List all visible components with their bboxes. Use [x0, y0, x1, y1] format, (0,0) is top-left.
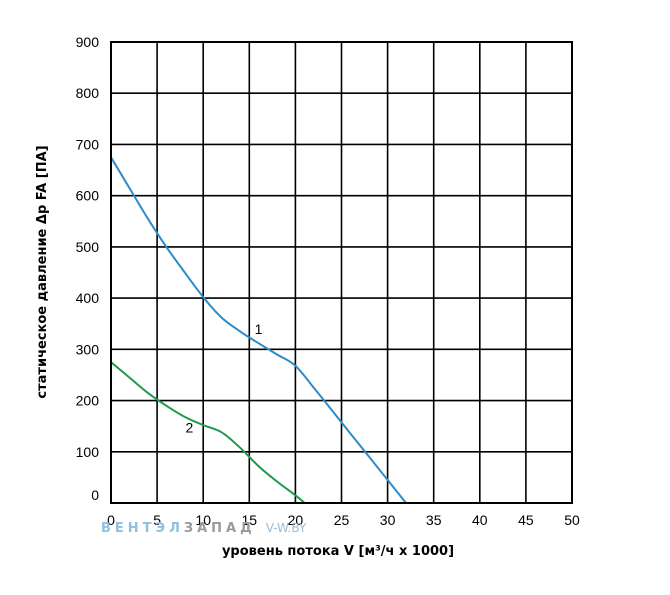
y-tick-label: 100 — [76, 444, 100, 460]
x-tick-labels: 0 5 10 15 20 25 30 35 40 45 50 — [107, 512, 580, 528]
watermark-part2: ЗАПАД — [184, 521, 256, 536]
x-tick-label: 5 — [153, 512, 161, 528]
x-axis-title: уровень потока V [м³/ч x 1000] — [222, 544, 454, 559]
series-line-2 — [110, 361, 306, 504]
watermark-part3: V-W.BY — [266, 521, 307, 535]
x-tick-label: 35 — [426, 512, 442, 528]
y-axis-title: статическое давление Δp FA [ПА] — [35, 145, 50, 398]
x-tick-label: 30 — [380, 512, 396, 528]
series-line-1 — [110, 156, 407, 504]
curves — [110, 156, 407, 504]
x-tick-label: 50 — [564, 512, 580, 528]
x-tick-label: 25 — [334, 512, 350, 528]
y-tick-label: 0 — [91, 487, 99, 503]
y-tick-label: 400 — [76, 290, 100, 306]
x-tick-label: 15 — [242, 512, 258, 528]
y-tick-label: 200 — [76, 393, 100, 409]
x-tick-label: 45 — [518, 512, 534, 528]
y-tick-labels: 0 100 200 300 400 500 600 700 800 900 — [76, 34, 100, 503]
x-tick-label: 0 — [107, 512, 115, 528]
x-tick-label: 40 — [472, 512, 488, 528]
y-tick-label: 300 — [76, 341, 100, 357]
plot-frame — [110, 41, 573, 504]
y-tick-label: 500 — [76, 239, 100, 255]
curve-label: 1 — [255, 321, 263, 337]
y-tick-label: 800 — [76, 85, 100, 101]
curve-labels: 12 — [185, 321, 262, 435]
y-tick-label: 900 — [76, 34, 100, 50]
watermark-part1: ВЕНТЭЛ — [101, 521, 184, 536]
y-tick-label: 700 — [76, 136, 100, 152]
watermark: ВЕНТЭЛЗАПАД V-W.BY — [101, 521, 307, 536]
x-tick-label: 20 — [288, 512, 304, 528]
curve-label: 2 — [185, 419, 193, 435]
x-tick-label: 10 — [195, 512, 211, 528]
y-tick-label: 600 — [76, 188, 100, 204]
